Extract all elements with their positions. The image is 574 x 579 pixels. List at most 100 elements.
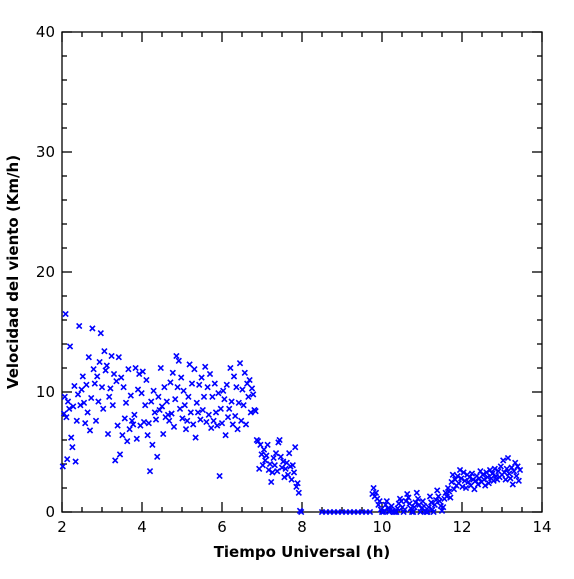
data-point xyxy=(70,403,77,410)
data-point xyxy=(83,381,90,388)
data-point xyxy=(71,382,78,390)
data-point xyxy=(156,406,163,414)
data-point xyxy=(144,432,151,439)
data-point xyxy=(245,393,252,400)
data-point xyxy=(271,462,278,469)
data-point xyxy=(79,373,86,380)
data-point xyxy=(257,441,264,448)
data-point xyxy=(160,430,167,438)
data-point xyxy=(193,399,200,406)
data-point xyxy=(198,374,205,381)
data-point xyxy=(199,406,206,414)
data-point xyxy=(221,396,228,403)
data-point xyxy=(241,369,248,376)
data-point xyxy=(282,465,289,472)
data-point xyxy=(229,421,236,428)
data-point xyxy=(372,489,380,496)
data-point xyxy=(143,376,150,384)
data-point xyxy=(106,393,113,400)
data-point xyxy=(203,418,210,426)
data-point xyxy=(72,458,79,465)
data-point xyxy=(277,453,284,460)
data-point xyxy=(247,409,254,416)
data-point xyxy=(73,417,80,424)
data-point xyxy=(226,405,233,412)
data-point xyxy=(167,379,174,386)
x-tick-label: 14 xyxy=(532,518,551,536)
plot-frame xyxy=(61,31,543,513)
data-point xyxy=(426,493,434,500)
data-point xyxy=(388,502,395,510)
data-point xyxy=(468,470,476,477)
data-point xyxy=(381,507,388,514)
data-point xyxy=(413,489,420,496)
data-point xyxy=(458,475,465,482)
data-point xyxy=(411,504,418,511)
data-point xyxy=(440,504,447,511)
data-point xyxy=(462,484,470,492)
data-point xyxy=(107,385,114,392)
data-point xyxy=(161,384,168,391)
data-point xyxy=(450,486,458,493)
data-point xyxy=(516,466,524,474)
data-point xyxy=(64,398,72,405)
data-point xyxy=(80,399,88,406)
data-point xyxy=(215,390,222,397)
y-axis-title: Velocidad del viento (Km/h) xyxy=(4,155,22,389)
data-point xyxy=(392,508,399,516)
data-point xyxy=(383,498,390,505)
data-point xyxy=(227,364,234,372)
data-point xyxy=(151,409,158,416)
data-point xyxy=(212,409,220,416)
data-point xyxy=(66,343,74,350)
data-point xyxy=(501,469,508,476)
data-point xyxy=(108,352,115,360)
data-point xyxy=(127,392,134,399)
data-point xyxy=(191,366,198,373)
data-point xyxy=(376,498,383,505)
data-point xyxy=(104,430,112,438)
data-point xyxy=(96,358,103,366)
data-point xyxy=(179,415,186,422)
data-point xyxy=(158,403,166,410)
data-point xyxy=(78,386,85,393)
data-point xyxy=(238,417,245,424)
data-point xyxy=(263,452,270,459)
data-point xyxy=(60,410,68,417)
data-point xyxy=(68,434,75,441)
y-tick-label: 40 xyxy=(36,23,55,41)
data-point xyxy=(259,462,266,469)
data-point xyxy=(61,393,68,400)
data-point xyxy=(480,476,488,483)
data-point xyxy=(425,504,432,511)
data-point xyxy=(435,493,442,500)
data-point xyxy=(234,426,241,433)
data-point xyxy=(170,423,178,430)
data-point xyxy=(276,436,283,444)
data-point xyxy=(200,393,208,400)
data-point xyxy=(192,434,199,441)
data-point xyxy=(136,370,143,378)
data-point xyxy=(172,396,179,403)
data-point xyxy=(124,438,131,445)
x-tick-label: 4 xyxy=(137,518,147,536)
data-point xyxy=(89,325,96,332)
data-point xyxy=(186,361,193,368)
data-point xyxy=(110,370,118,378)
data-point xyxy=(250,391,257,398)
data-point xyxy=(235,399,242,406)
data-point xyxy=(446,488,453,495)
data-point xyxy=(74,391,82,398)
data-point xyxy=(69,444,76,451)
data-point xyxy=(284,471,292,478)
data-point xyxy=(114,422,121,429)
data-point xyxy=(414,495,422,502)
data-point xyxy=(491,465,498,472)
data-point xyxy=(268,478,275,486)
y-tick-label: 10 xyxy=(36,383,55,401)
data-point xyxy=(115,354,122,361)
data-point xyxy=(412,499,419,506)
data-point xyxy=(122,399,130,406)
data-point xyxy=(139,368,146,375)
